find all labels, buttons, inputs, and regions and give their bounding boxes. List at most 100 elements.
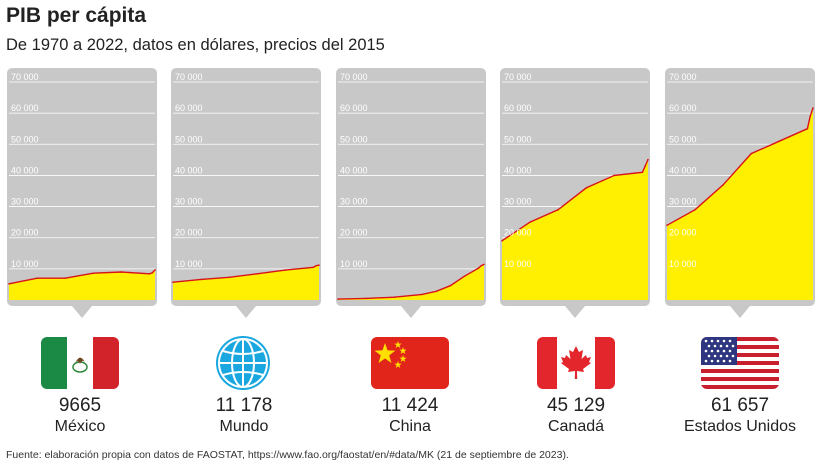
line-usa — [666, 107, 814, 226]
point-mundo-1980 — [200, 278, 202, 281]
ytick-label-mundo-5: 60 000 — [175, 103, 203, 113]
point-china-1990 — [393, 296, 395, 298]
point-china-1980 — [365, 297, 367, 300]
point-mexico-1980 — [36, 277, 38, 279]
globe-icon — [215, 335, 271, 391]
panel-background-mexico — [7, 68, 157, 318]
country-mexico: México — [54, 418, 106, 435]
point-china-2000 — [421, 293, 423, 296]
ytick-label-china-4: 50 000 — [340, 134, 368, 144]
source-note: Fuente: elaboración propia con datos de … — [6, 449, 569, 461]
point-usa-2000 — [750, 152, 752, 155]
value-mundo: 11 178 — [215, 395, 273, 416]
point-mundo-2010 — [284, 269, 287, 271]
point-canada-2021 — [644, 165, 646, 167]
point-usa-2010 — [778, 140, 781, 142]
chart-subtitle: De 1970 a 2022, datos en dólares, precio… — [6, 36, 385, 54]
chart-mundo: 10 000 20 000 30 000 40 000 50 000 60 000 70 0… — [171, 68, 321, 318]
panel-background-mundo — [171, 68, 321, 318]
ytick-label-usa-3: 40 000 — [669, 165, 697, 175]
ytick-label-canada-5: 60 000 — [504, 103, 532, 113]
point-mexico-2010 — [120, 271, 123, 273]
point-usa-1990 — [722, 184, 724, 186]
point-usa-1980 — [694, 208, 696, 211]
line-canada — [501, 159, 649, 242]
ytick-label-mexico-0: 10 000 — [11, 259, 39, 269]
point-canada-2010 — [613, 174, 616, 177]
point-china-2021 — [480, 264, 482, 267]
ytick-label-mundo-0: 10 000 — [175, 259, 203, 269]
ytick-label-mundo-6: 70 000 — [175, 72, 203, 82]
point-china-2005 — [435, 290, 438, 293]
point-mexico-2021 — [151, 272, 153, 274]
chart-panel-mundo: 10 000 20 000 30 000 40 000 50 000 60 000 70 0… — [171, 68, 321, 318]
chart-panel-canada: 10 000 20 000 30 000 40 000 50 000 60 000 70 0… — [500, 68, 650, 318]
point-usa-2022 — [812, 107, 814, 109]
ytick-label-canada-1: 20 000 — [504, 228, 532, 238]
point-usa-2021 — [809, 115, 811, 118]
panel-background-china — [336, 68, 486, 318]
point-usa-1970 — [666, 224, 668, 227]
point-china-2010 — [449, 284, 452, 287]
ytick-label-china-0: 10 000 — [340, 259, 368, 269]
area-usa — [667, 108, 813, 300]
point-mundo-2022 — [318, 264, 320, 266]
ytick-label-mexico-6: 70 000 — [11, 72, 39, 82]
point-mexico-1970 — [8, 283, 10, 285]
line-china — [337, 263, 485, 300]
ytick-label-canada-0: 10 000 — [504, 259, 532, 269]
point-canada-1990 — [557, 208, 559, 211]
chart-canada: 10 000 20 000 30 000 40 000 50 000 60 000 70 0… — [500, 68, 650, 318]
point-mexico-2020 — [148, 273, 151, 275]
country-canada: Canadá — [547, 418, 605, 435]
point-china-2022 — [483, 263, 485, 266]
point-mundo-2021 — [315, 264, 317, 267]
ytick-label-canada-3: 40 000 — [504, 165, 532, 175]
chart-usa: 10 000 20 000 30 000 40 000 50 000 60 000 70 0… — [665, 68, 815, 318]
chart-china: 10 000 20 000 30 000 40 000 50 000 60 000 70 0… — [336, 68, 486, 318]
point-canada-2000 — [585, 187, 587, 189]
point-china-2020 — [477, 267, 480, 269]
country-china: China — [389, 418, 431, 435]
point-china-2015 — [463, 275, 466, 278]
ytick-label-usa-2: 30 000 — [669, 197, 697, 207]
ytick-label-mundo-3: 40 000 — [175, 165, 203, 175]
value-usa: 61 657 — [710, 395, 770, 416]
ytick-label-china-3: 40 000 — [340, 165, 368, 175]
ytick-label-usa-5: 60 000 — [669, 103, 697, 113]
ytick-label-canada-6: 70 000 — [504, 72, 532, 82]
country-usa: Estados Unidos — [683, 418, 797, 435]
ytick-label-usa-4: 50 000 — [669, 134, 697, 144]
ytick-label-usa-1: 20 000 — [669, 228, 697, 238]
chart-title: PIB per cápita — [6, 4, 147, 27]
usa-flag — [701, 337, 779, 389]
chart-panel-usa: 10 000 20 000 30 000 40 000 50 000 60 000 70 0… — [665, 68, 815, 318]
value-china: 11 424 — [381, 395, 439, 416]
chart-panel-mexico: 10 000 20 000 30 000 40 000 50 000 60 000 70 0… — [7, 68, 157, 318]
ytick-label-mexico-3: 40 000 — [11, 165, 39, 175]
ytick-label-usa-0: 10 000 — [669, 259, 697, 269]
point-mexico-1990 — [64, 277, 66, 279]
ytick-label-china-1: 20 000 — [340, 228, 368, 238]
mexico-flag — [41, 337, 119, 389]
ytick-label-mundo-2: 30 000 — [175, 197, 203, 207]
ytick-label-mexico-1: 20 000 — [11, 228, 39, 238]
point-canada-2022 — [647, 158, 649, 161]
ytick-label-canada-2: 30 000 — [504, 197, 532, 207]
area-canada — [502, 159, 648, 300]
point-mundo-1990 — [228, 276, 230, 279]
ytick-label-china-2: 30 000 — [340, 197, 368, 207]
point-mexico-2000 — [92, 272, 94, 274]
point-canada-1970 — [501, 240, 503, 242]
point-mexico-2022 — [154, 269, 156, 271]
chart-panel-china: 10 000 20 000 30 000 40 000 50 000 60 000 70 0… — [336, 68, 486, 318]
point-china-1970 — [337, 298, 339, 300]
point-mundo-1970 — [172, 281, 174, 283]
ytick-label-mundo-4: 50 000 — [175, 134, 203, 144]
area-mexico — [9, 269, 155, 300]
value-mexico: 9665 — [58, 395, 102, 416]
point-canada-1980 — [529, 221, 531, 223]
area-mundo — [173, 265, 319, 300]
ytick-label-mexico-2: 30 000 — [11, 197, 39, 207]
point-mundo-2000 — [256, 273, 258, 275]
